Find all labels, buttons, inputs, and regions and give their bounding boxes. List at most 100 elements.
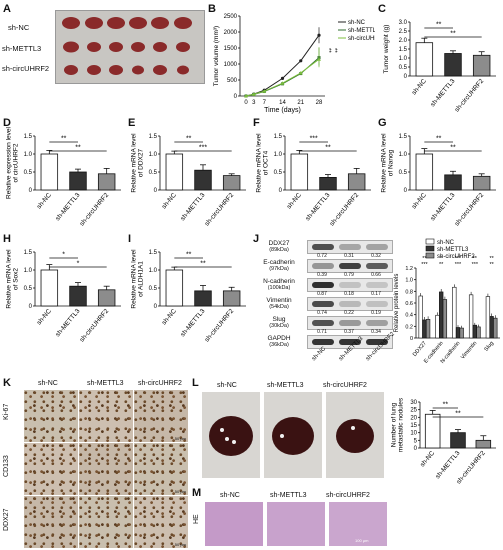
ytick-label: 500 bbox=[227, 78, 238, 84]
bar bbox=[472, 324, 477, 339]
bar bbox=[442, 299, 448, 339]
ytick-label: 0.5 bbox=[399, 170, 408, 176]
blot-label: Vimentin (54kDa) bbox=[255, 297, 303, 311]
blot-value: 0.32 bbox=[371, 252, 381, 259]
bar bbox=[424, 413, 441, 449]
category-label: sh-circUHRF2 bbox=[204, 307, 236, 343]
bar bbox=[422, 319, 427, 339]
blot-protein: Vimentin bbox=[266, 297, 292, 304]
he-scale-bar: 100 μm bbox=[355, 538, 369, 543]
bar bbox=[194, 169, 212, 191]
ihc-image: 50 μm bbox=[134, 390, 188, 442]
ytick-label: 0.5 bbox=[399, 65, 408, 71]
blot-kda: (97kDa) bbox=[269, 266, 289, 272]
bar bbox=[468, 294, 474, 339]
bar bbox=[415, 42, 434, 77]
significance-label: ** bbox=[443, 402, 449, 409]
bar bbox=[290, 153, 309, 191]
blot-label: N-cadherin (100kDa) bbox=[255, 278, 303, 292]
category-label: sh-NC bbox=[36, 308, 53, 327]
ytick-label: 0.5 bbox=[24, 170, 33, 176]
significance-label: ** bbox=[422, 256, 427, 262]
bar bbox=[222, 290, 241, 307]
blot-kda: (36kDa) bbox=[269, 342, 289, 348]
ihc-row-cd133: CD133 bbox=[3, 455, 10, 477]
ytick-label: 1000 bbox=[224, 62, 238, 68]
bar bbox=[194, 290, 212, 307]
blot-kda: (89kDa) bbox=[269, 247, 289, 253]
y-axis-label: Relative mRNA levelof Nanog bbox=[380, 133, 394, 193]
significance-label: ** bbox=[455, 411, 461, 418]
significance-label: *** bbox=[199, 145, 207, 152]
chart-h: 0 0.5 1.0 1.5 Relative mRNA levelof Sox2 sh-N… bbox=[5, 249, 121, 344]
blot-band bbox=[312, 282, 334, 288]
significance-label: *** bbox=[421, 262, 428, 268]
category-label: sh-METTL3 bbox=[429, 191, 456, 222]
significance-label: * bbox=[62, 252, 65, 259]
significance-label: ** bbox=[61, 136, 67, 143]
category-label: sh-NC bbox=[411, 78, 428, 97]
blot-protein: DDX27 bbox=[268, 240, 290, 247]
tumor-photo bbox=[55, 10, 205, 84]
blot-band bbox=[339, 320, 361, 326]
blot-value: 0.17 bbox=[371, 290, 381, 297]
ytick-label: 1.0 bbox=[405, 278, 413, 284]
panel-label-m: M bbox=[192, 487, 202, 499]
ytick-label: 0.2 bbox=[405, 324, 413, 330]
ytick-label: 1.5 bbox=[274, 134, 283, 140]
lung-photo-2 bbox=[264, 392, 322, 478]
ytick-label: 2.0 bbox=[399, 38, 408, 44]
ihc-scale-bar: 50 μm bbox=[174, 436, 186, 441]
he-row-label: HE bbox=[193, 514, 200, 524]
ihc-image bbox=[24, 443, 78, 495]
blot-value: 0.66 bbox=[371, 271, 381, 278]
ytick-label: 0 bbox=[414, 446, 418, 452]
he-col-headers: sh-NC sh-METTL3 sh-circUHRF2 bbox=[210, 492, 390, 501]
ytick-label: 1.5 bbox=[149, 134, 158, 140]
ytick-label: 1.0 bbox=[399, 56, 408, 62]
bar bbox=[444, 53, 462, 77]
chart-j: 0 0.2 0.4 0.6 0.8 1.0 1.2 Relative protein leve… bbox=[394, 238, 500, 365]
bar bbox=[455, 327, 461, 339]
bar bbox=[97, 289, 116, 307]
ihc-scale-bar: 50 μm bbox=[174, 542, 186, 547]
significance-label: ** bbox=[186, 136, 192, 143]
category-label: sh-METTL3 bbox=[429, 77, 456, 108]
y-axis-label: Relative mRNA levelof Sox2 bbox=[5, 249, 19, 309]
blot-value: 0.71 bbox=[317, 328, 327, 335]
ytick-label: 1.5 bbox=[399, 47, 408, 53]
significance-label: ** bbox=[325, 48, 331, 53]
ytick-label: 0 bbox=[234, 94, 238, 100]
significance-label: ** bbox=[436, 22, 442, 29]
ytick-label: 1.0 bbox=[24, 268, 33, 274]
y-axis-label: Relative mRNA levelof ALDH1A1 bbox=[130, 249, 144, 309]
data-point bbox=[280, 76, 285, 80]
bar bbox=[489, 316, 494, 339]
ihc-image bbox=[79, 443, 133, 495]
y-axis-label: Tumor volume (mm³) bbox=[213, 26, 220, 86]
ytick-label: 0 bbox=[279, 188, 283, 194]
panel-label-l: L bbox=[192, 377, 199, 389]
ihc-col-headers: sh-NC sh-METTL3 sh-circUHRF2 bbox=[24, 380, 194, 388]
ytick-label: 1.5 bbox=[24, 250, 33, 256]
blot-kda: (30kDa) bbox=[269, 323, 289, 329]
data-point bbox=[280, 81, 285, 85]
ytick-label: 20 bbox=[410, 415, 417, 421]
y-axis-label: Relative mRNA levelof OCT4 bbox=[255, 133, 269, 193]
ytick-label: 1.0 bbox=[399, 152, 408, 158]
legend-label: sh-NC bbox=[437, 240, 455, 246]
category-label: sh-circUHRF2 bbox=[204, 191, 236, 227]
ytick-label: 0.5 bbox=[274, 170, 283, 176]
lung-photo-3 bbox=[326, 392, 384, 478]
significance-label: ** bbox=[489, 262, 494, 268]
data-point bbox=[298, 70, 303, 75]
bar bbox=[425, 319, 431, 339]
blot-band-strip bbox=[307, 297, 393, 311]
significance-label: *** bbox=[455, 262, 462, 268]
category-label: sh-METTL3 bbox=[54, 307, 81, 338]
category-label: sh-METTL3 bbox=[304, 191, 331, 222]
blot-band bbox=[366, 301, 388, 307]
blot-band bbox=[339, 301, 361, 307]
legend-swatch bbox=[425, 252, 435, 259]
bar bbox=[476, 326, 481, 339]
